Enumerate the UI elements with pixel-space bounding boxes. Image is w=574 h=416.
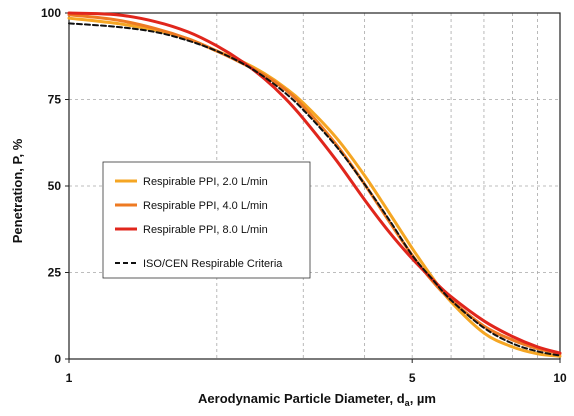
y-axis-title: Penetration, P, %	[10, 138, 25, 243]
x-axis-title: Aerodynamic Particle Diameter, da, µm	[198, 391, 436, 408]
y-tick-label-25: 25	[48, 266, 62, 280]
series-line-respirable-ppi-4-0-l-min	[67, 13, 562, 356]
x-tick-label-10: 10	[553, 371, 567, 385]
y-tick-label-75: 75	[48, 93, 62, 107]
x-axis-title-unit: , µm	[410, 391, 436, 406]
y-tick-label-50: 50	[48, 179, 62, 193]
x-axis-title-main: Aerodynamic Particle Diameter, d	[198, 391, 405, 406]
legend-box	[102, 161, 311, 279]
legend-label-respirable-ppi-2-0-l-min: Respirable PPI, 2.0 L/min	[143, 176, 268, 188]
legend-label-iso-cen-respirable-criteria: ISO/CEN Respirable Criteria	[143, 258, 283, 270]
legend-label-respirable-ppi-8-0-l-min: Respirable PPI, 8.0 L/min	[143, 224, 268, 236]
y-tick-label-100: 100	[41, 6, 61, 20]
series-line-respirable-ppi-8-0-l-min	[67, 11, 562, 355]
legend: Respirable PPI, 2.0 L/min Respirable PPI,…	[102, 161, 311, 279]
series-layer	[67, 11, 562, 358]
axis-layer: 0 25 50 75 100 1 5 10	[41, 6, 567, 385]
legend-label-respirable-ppi-4-0-l-min: Respirable PPI, 4.0 L/min	[143, 200, 268, 212]
y-tick-label-0: 0	[54, 352, 61, 366]
x-axis-title-subscript: a	[405, 398, 411, 408]
x-tick-label-1: 1	[66, 371, 73, 385]
series-line-iso-cen-respirable-criteria	[68, 22, 561, 357]
x-tick-label-5: 5	[409, 371, 416, 385]
